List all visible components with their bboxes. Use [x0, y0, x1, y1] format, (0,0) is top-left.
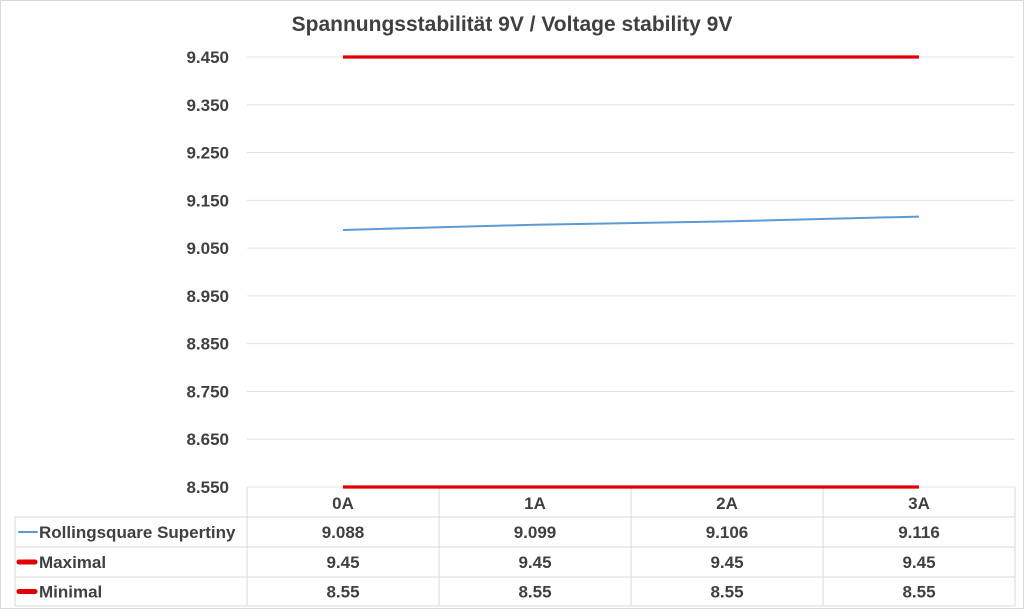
series-name: Maximal [39, 553, 106, 572]
data-value-cell: 8.55 [902, 583, 935, 602]
series-name: Rollingsquare Supertiny [39, 523, 236, 542]
y-tick-label: 9.050 [186, 239, 229, 258]
y-tick-label: 8.750 [186, 382, 229, 401]
series-line-rollingsquare [342, 215, 920, 231]
y-tick-label: 8.950 [186, 287, 229, 306]
series-lines [342, 55, 920, 489]
y-tick-label: 9.250 [186, 144, 229, 163]
series-name: Minimal [39, 583, 102, 602]
y-tick-label: 8.550 [186, 478, 229, 497]
chart-title: Spannungsstabilität 9V / Voltage stabili… [292, 13, 733, 36]
data-value-cell: 9.45 [326, 553, 359, 572]
y-tick-label: 9.150 [186, 191, 229, 210]
y-tick-label: 9.350 [186, 96, 229, 115]
x-category-label: 0A [332, 494, 354, 513]
x-category-label: 1A [524, 494, 546, 513]
data-value-cell: 9.106 [706, 523, 749, 542]
y-axis-ticks: 9.450 9.350 9.250 9.150 9.050 8.950 8.850 8.750… [186, 48, 229, 497]
y-tick-label: 9.450 [186, 48, 229, 67]
y-tick-label: 8.850 [186, 335, 229, 354]
data-value-cell: 8.55 [326, 583, 359, 602]
data-value-cell: 8.55 [710, 583, 743, 602]
data-value-cell: 9.099 [514, 523, 557, 542]
data-value-cell: 9.088 [322, 523, 365, 542]
data-value-cell: 9.116 [898, 523, 940, 542]
x-category-label: 2A [716, 494, 738, 513]
data-value-cell: 9.45 [518, 553, 551, 572]
data-value-cell: 8.55 [518, 583, 551, 602]
data-table: 0A 1A 2A 3A Rollingsquare Supertiny 9.088 9.09… [14, 487, 1016, 607]
data-value-cell: 9.45 [710, 553, 743, 572]
x-category-label: 3A [908, 494, 930, 513]
gridlines [247, 56, 1015, 488]
y-tick-label: 8.650 [186, 430, 229, 449]
data-value-cell: 9.45 [902, 553, 935, 572]
